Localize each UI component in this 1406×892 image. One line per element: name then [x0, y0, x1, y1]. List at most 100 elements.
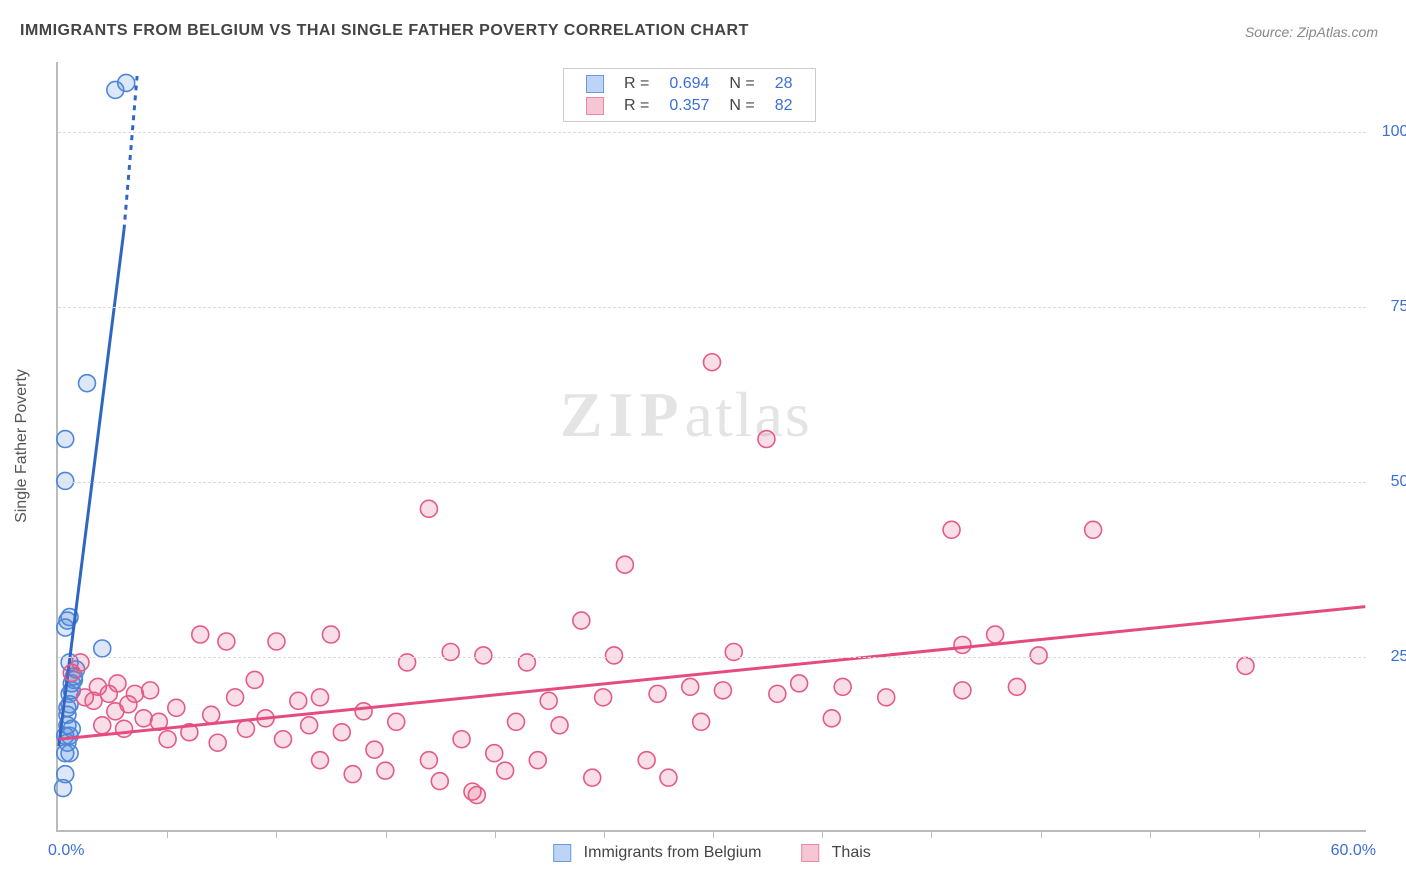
- data-point: [246, 671, 263, 688]
- data-point: [218, 633, 235, 650]
- legend-swatch-icon: [802, 844, 820, 862]
- data-point: [823, 710, 840, 727]
- data-point: [682, 678, 699, 695]
- data-point: [431, 773, 448, 790]
- data-point: [1030, 647, 1047, 664]
- data-point: [508, 713, 525, 730]
- trend-line-dash: [124, 76, 137, 230]
- data-point: [497, 762, 514, 779]
- x-tick: [167, 830, 168, 838]
- source-label: Source: ZipAtlas.com: [1245, 24, 1378, 40]
- legend-swatch-icon: [553, 844, 571, 862]
- gridline: [58, 307, 1366, 308]
- data-point: [79, 375, 96, 392]
- x-axis-min-label: 0.0%: [48, 842, 84, 860]
- data-point: [486, 745, 503, 762]
- x-tick: [276, 830, 277, 838]
- data-point: [468, 787, 485, 804]
- data-point: [584, 769, 601, 786]
- data-point: [290, 692, 307, 709]
- data-point: [159, 731, 176, 748]
- data-point: [377, 762, 394, 779]
- data-point: [209, 734, 226, 751]
- plot-area: Single Father Poverty ZIPatlas R = 0.694…: [56, 62, 1366, 832]
- data-point: [227, 689, 244, 706]
- data-point: [704, 354, 721, 371]
- data-point: [268, 633, 285, 650]
- data-point: [758, 431, 775, 448]
- data-point: [126, 685, 143, 702]
- x-tick: [713, 830, 714, 838]
- data-point: [943, 521, 960, 538]
- data-point: [275, 731, 292, 748]
- x-tick: [1041, 830, 1042, 838]
- data-point: [312, 752, 329, 769]
- data-point: [109, 675, 126, 692]
- x-tick: [931, 830, 932, 838]
- data-point: [118, 74, 135, 91]
- data-point: [57, 472, 74, 489]
- data-point: [322, 626, 339, 643]
- data-point: [388, 713, 405, 730]
- data-point: [714, 682, 731, 699]
- data-point: [551, 717, 568, 734]
- y-axis-title: Single Father Poverty: [13, 369, 31, 523]
- x-tick: [495, 830, 496, 838]
- data-point: [529, 752, 546, 769]
- data-point: [192, 626, 209, 643]
- data-point: [333, 724, 350, 741]
- series-legend: Immigrants from Belgium Thais: [553, 844, 871, 862]
- x-tick: [822, 830, 823, 838]
- data-point: [301, 717, 318, 734]
- y-tick-label: 75.0%: [1376, 298, 1406, 316]
- data-point: [61, 745, 78, 762]
- data-point: [595, 689, 612, 706]
- legend-item-thais: Thais: [802, 844, 871, 862]
- data-point: [834, 678, 851, 695]
- chart-title: IMMIGRANTS FROM BELGIUM VS THAI SINGLE F…: [20, 22, 749, 40]
- data-point: [954, 637, 971, 654]
- data-point: [616, 556, 633, 573]
- data-point: [573, 612, 590, 629]
- gridline: [58, 657, 1366, 658]
- y-tick-label: 100.0%: [1376, 123, 1406, 141]
- data-point: [660, 769, 677, 786]
- y-tick-label: 50.0%: [1376, 473, 1406, 491]
- data-point: [94, 717, 111, 734]
- data-point: [649, 685, 666, 702]
- gridline: [58, 482, 1366, 483]
- data-point: [1237, 657, 1254, 674]
- data-point: [94, 640, 111, 657]
- data-point: [57, 431, 74, 448]
- x-tick: [1259, 830, 1260, 838]
- data-point: [142, 682, 159, 699]
- data-point: [769, 685, 786, 702]
- data-point: [475, 647, 492, 664]
- data-point: [312, 689, 329, 706]
- data-point: [344, 766, 361, 783]
- data-point: [355, 703, 372, 720]
- data-point: [954, 682, 971, 699]
- x-tick: [386, 830, 387, 838]
- scatter-svg: [58, 62, 1366, 830]
- x-tick: [604, 830, 605, 838]
- data-point: [791, 675, 808, 692]
- legend-item-belgium: Immigrants from Belgium: [553, 844, 761, 862]
- data-point: [420, 500, 437, 517]
- data-point: [606, 647, 623, 664]
- gridline: [58, 132, 1366, 133]
- data-point: [987, 626, 1004, 643]
- data-point: [63, 720, 80, 737]
- data-point: [57, 766, 74, 783]
- data-point: [1085, 521, 1102, 538]
- x-axis-max-label: 60.0%: [1331, 842, 1376, 860]
- x-tick: [1150, 830, 1151, 838]
- data-point: [540, 692, 557, 709]
- data-point: [878, 689, 895, 706]
- data-point: [366, 741, 383, 758]
- data-point: [135, 710, 152, 727]
- y-tick-label: 25.0%: [1376, 648, 1406, 666]
- data-point: [420, 752, 437, 769]
- data-point: [168, 699, 185, 716]
- data-point: [453, 731, 470, 748]
